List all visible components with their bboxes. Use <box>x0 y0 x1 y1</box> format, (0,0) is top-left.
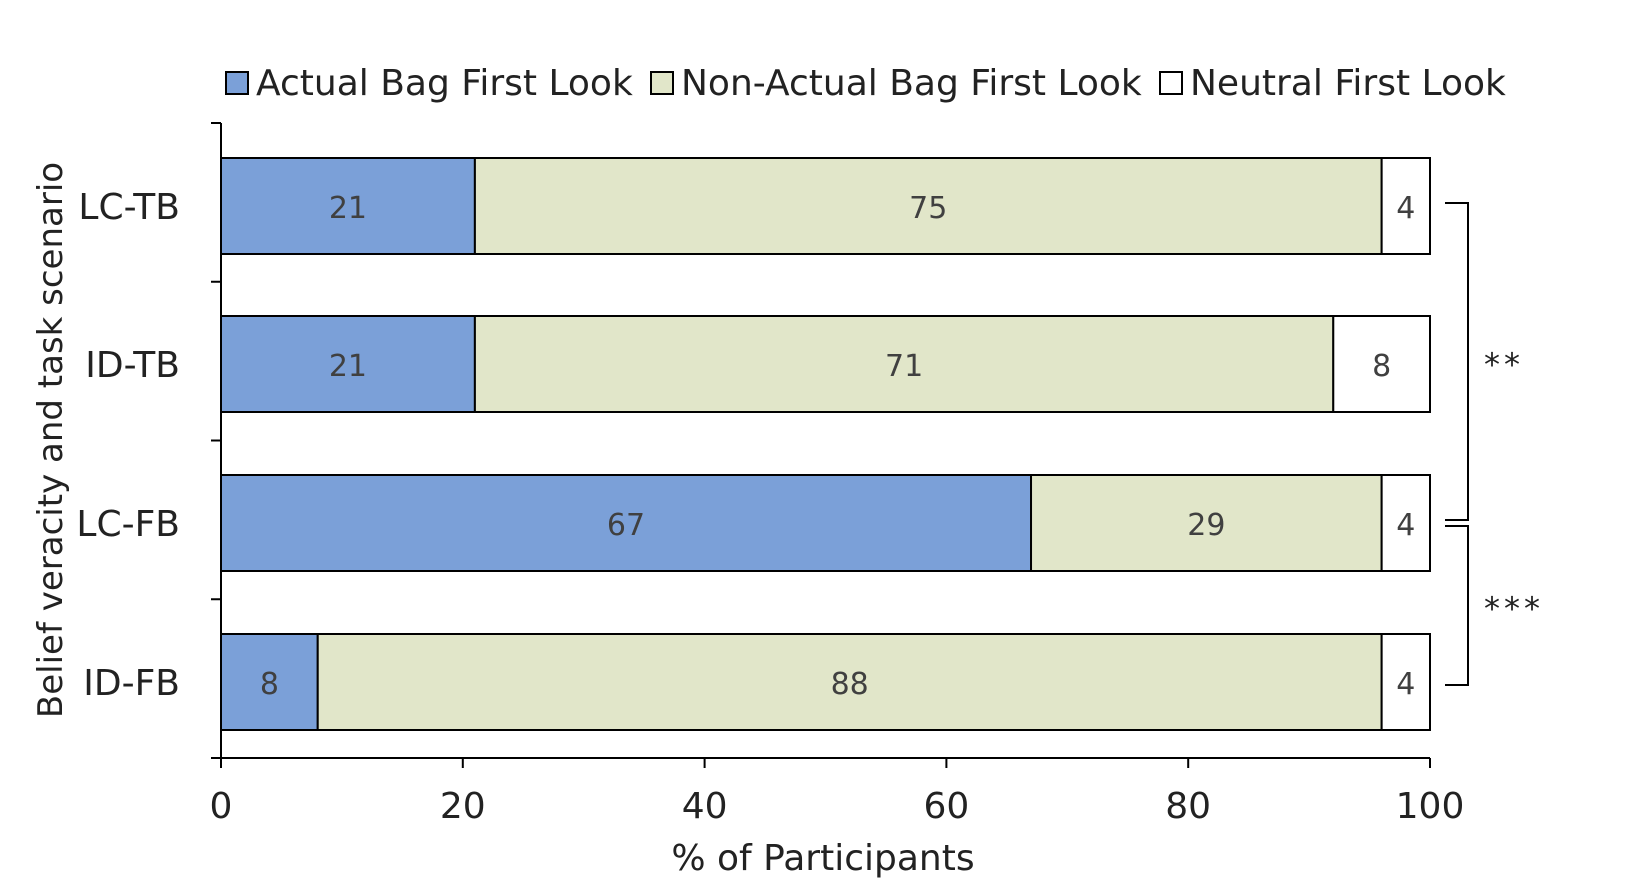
legend: Actual Bag First Look Non-Actual Bag Firs… <box>225 63 1506 104</box>
significance-bracket-1 <box>1445 202 1469 521</box>
data-label-id-tb-neutral-first-look: 8 <box>1372 349 1391 384</box>
bar-segment-lc-fb-non-actual-bag-first-look <box>1030 474 1383 572</box>
significance-label-2: *** <box>1484 590 1544 628</box>
data-label-lc-fb-actual-bag-first-look: 67 <box>607 508 645 543</box>
legend-label-non-actual-bag-first-look: Non-Actual Bag First Look <box>681 63 1142 104</box>
bar-segment-lc-tb-neutral-first-look <box>1380 157 1432 255</box>
x-tick-label-80: 80 <box>1165 786 1211 827</box>
axes: LC-TB ID-TB LC-FB ID-FB 0 20 40 60 80 100 <box>76 122 1465 827</box>
data-label-lc-fb-non-actual-bag-first-look: 29 <box>1187 508 1225 543</box>
bar-segment-lc-fb-actual-bag-first-look <box>220 474 1033 572</box>
significance-brackets: ***** <box>1445 202 1544 686</box>
bar-segment-lc-tb-actual-bag-first-look <box>220 157 476 255</box>
bar-segment-id-fb-non-actual-bag-first-look <box>316 633 1383 731</box>
bar-segment-id-tb-non-actual-bag-first-look <box>473 315 1335 413</box>
x-tick-label-20: 20 <box>440 786 486 827</box>
data-label-id-tb-actual-bag-first-look: 21 <box>329 349 367 384</box>
data-label-id-fb-neutral-first-look: 4 <box>1396 667 1415 702</box>
legend-label-actual-bag-first-look: Actual Bag First Look <box>256 63 633 104</box>
data-label-lc-tb-neutral-first-look: 4 <box>1396 191 1415 226</box>
y-tick-label-lc-tb: LC-TB <box>78 187 180 228</box>
data-label-id-tb-non-actual-bag-first-look: 71 <box>885 349 923 384</box>
x-axis-title: % of Participants <box>671 838 974 879</box>
data-label-id-fb-non-actual-bag-first-look: 88 <box>831 667 869 702</box>
legend-swatch-non-actual-bag-first-look <box>650 71 674 95</box>
y-tick-label-lc-fb: LC-FB <box>76 504 180 545</box>
bar-segment-id-tb-actual-bag-first-look <box>220 315 476 413</box>
legend-swatch-actual-bag-first-look <box>225 71 249 95</box>
legend-swatch-neutral-first-look <box>1159 71 1183 95</box>
x-tick-label-0: 0 <box>210 786 233 827</box>
x-tick-label-40: 40 <box>682 786 728 827</box>
x-tick-label-60: 60 <box>923 786 969 827</box>
bars: 21 75 421 71 867 29 48 88 4 <box>220 157 1432 731</box>
data-label-id-fb-actual-bag-first-look: 8 <box>260 667 279 702</box>
y-tick-label-id-tb: ID-TB <box>85 345 180 386</box>
y-tick-label-id-fb: ID-FB <box>83 663 180 704</box>
significance-bracket-2 <box>1445 525 1469 686</box>
data-label-lc-fb-neutral-first-look: 4 <box>1396 508 1415 543</box>
significance-label-1: ** <box>1484 346 1524 384</box>
bar-segment-id-fb-neutral-first-look <box>1380 633 1432 731</box>
data-label-lc-tb-actual-bag-first-look: 21 <box>329 191 367 226</box>
bar-segment-lc-fb-neutral-first-look <box>1380 474 1432 572</box>
bar-segment-id-tb-neutral-first-look <box>1332 315 1432 413</box>
y-axis-title: Belief veracity and task scenario <box>31 162 71 718</box>
data-label-lc-tb-non-actual-bag-first-look: 75 <box>909 191 947 226</box>
legend-label-neutral-first-look: Neutral First Look <box>1190 63 1506 104</box>
x-tick-label-100: 100 <box>1396 786 1465 827</box>
